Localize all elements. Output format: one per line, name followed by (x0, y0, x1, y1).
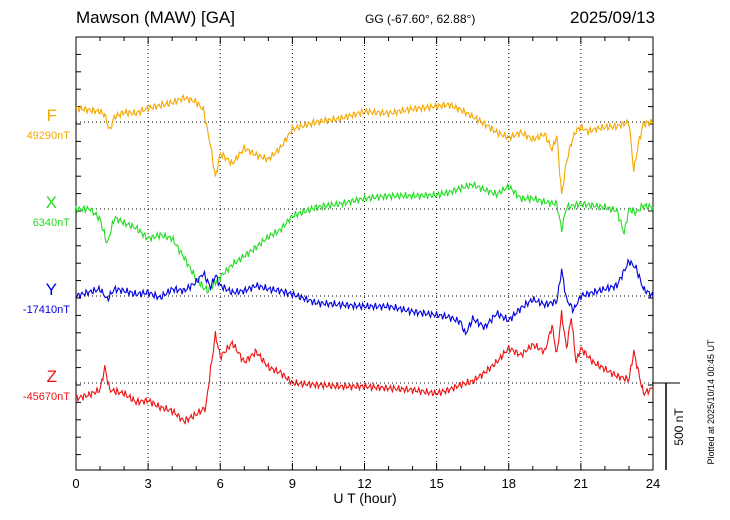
scale-bar-label: 500 nT (672, 408, 686, 446)
series-line-z (75, 310, 654, 425)
baseline-label-x: 6340nT (33, 217, 71, 229)
axis-ticks (75, 36, 654, 470)
series-line-f (75, 93, 654, 195)
plotted-note: Plotted at 2025/10/14 00:45 UT (706, 339, 716, 465)
date-label: 2025/09/13 (570, 8, 656, 27)
series-name-f: F (47, 106, 57, 125)
labels-layer: 0 3 6 9 12 15 18 21 24 F 49290nT X 6340nT Y -17410nT Z -… (23, 106, 660, 491)
baseline-label-z: -45670nT (23, 391, 70, 403)
series-layer (75, 93, 654, 425)
series-line-y (75, 257, 654, 336)
series-name-y: Y (46, 280, 57, 299)
coordinates-label: GG (-67.60°, 62.88°) (365, 12, 476, 26)
x-tick-label: 0 (72, 476, 79, 491)
x-tick-label: 3 (145, 476, 152, 491)
scale-bar: 500 nT (653, 382, 686, 470)
x-tick-label: 15 (429, 476, 443, 491)
x-tick-label: 24 (646, 476, 660, 491)
x-tick-label: 12 (357, 476, 371, 491)
x-tick-label: 18 (502, 476, 516, 491)
x-tick-label: 9 (289, 476, 296, 491)
baseline-label-y: -17410nT (23, 304, 70, 316)
series-line-x (75, 181, 654, 294)
x-tick-label: 21 (574, 476, 588, 491)
station-title: Mawson (MAW) [GA] (76, 8, 235, 27)
series-name-z: Z (47, 367, 57, 386)
x-axis-label: U T (hour) (333, 490, 396, 506)
baseline-label-f: 49290nT (27, 130, 71, 142)
x-tick-label: 6 (217, 476, 224, 491)
series-name-x: X (46, 193, 57, 212)
